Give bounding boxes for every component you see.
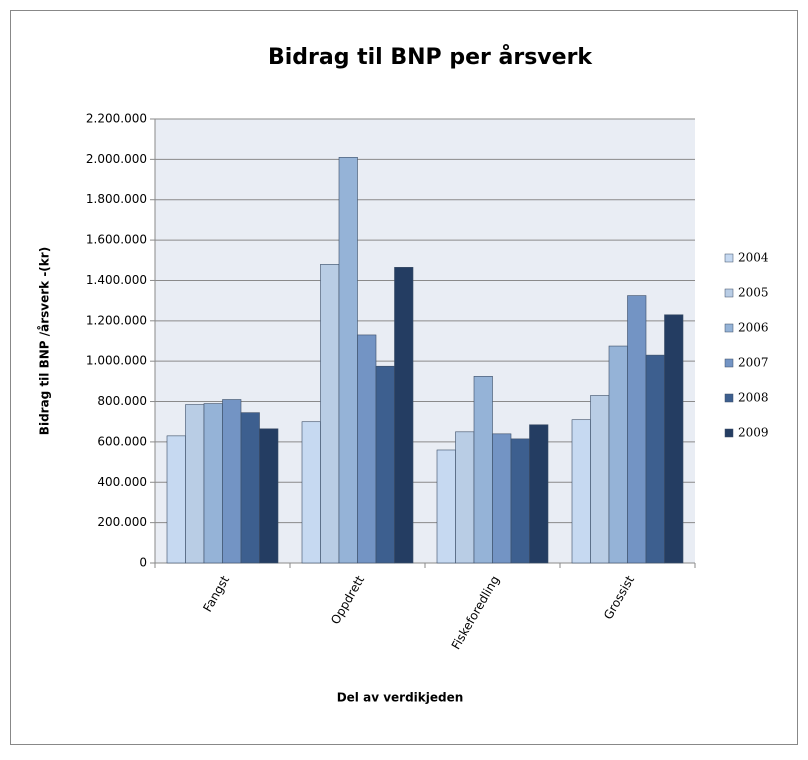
legend-swatch (724, 393, 734, 403)
bar (510, 438, 530, 564)
legend-label: 2007 (738, 356, 769, 370)
legend-label: 2004 (738, 251, 769, 265)
bar (492, 433, 512, 564)
y-tick-label: 800.000 (97, 394, 147, 408)
legend-swatch (724, 288, 734, 298)
y-tick-label: 1.400.000 (86, 273, 147, 287)
bar (455, 431, 475, 564)
bar (473, 376, 493, 564)
bar (436, 449, 456, 564)
legend-label: 2009 (738, 426, 769, 440)
bar (529, 424, 549, 564)
y-tick-label: 1.800.000 (86, 192, 147, 206)
legend-label: 2008 (738, 391, 769, 405)
bar (166, 435, 186, 564)
bar (645, 354, 665, 564)
bar (571, 419, 591, 564)
y-tick-label: 2.000.000 (86, 152, 147, 166)
y-tick-label: 200.000 (97, 515, 147, 529)
y-tick-label: 400.000 (97, 475, 147, 489)
bar (259, 428, 279, 564)
bar (590, 395, 610, 564)
legend-swatch (724, 323, 734, 333)
chart-title: Bidrag til BNP per årsverk (268, 44, 593, 70)
bar (222, 399, 242, 564)
bar (185, 404, 205, 564)
bar (608, 345, 628, 564)
legend-swatch (724, 358, 734, 368)
bar (203, 403, 223, 564)
y-tick-label: 0 (139, 556, 147, 570)
bar (338, 157, 358, 564)
bar (394, 267, 414, 564)
y-tick-label: 2.200.000 (86, 112, 147, 126)
bar (320, 264, 340, 564)
y-tick-label: 1.200.000 (86, 313, 147, 327)
x-axis-title: Del av verdikjeden (337, 691, 464, 705)
bar (240, 412, 260, 564)
legend-swatch (724, 253, 734, 263)
bar (357, 334, 377, 564)
y-tick-label: 1.600.000 (86, 233, 147, 247)
legend-label: 2005 (738, 286, 769, 300)
bar (301, 421, 321, 564)
y-tick-label: 1.000.000 (86, 354, 147, 368)
bar (664, 314, 684, 564)
bar (375, 365, 395, 564)
legend-swatch (724, 428, 734, 438)
bar (627, 295, 647, 564)
y-axis-title: Bidrag til BNP /årsverk -(kr) (38, 247, 52, 435)
legend-label: 2006 (738, 321, 769, 335)
y-tick-label: 600.000 (97, 434, 147, 448)
